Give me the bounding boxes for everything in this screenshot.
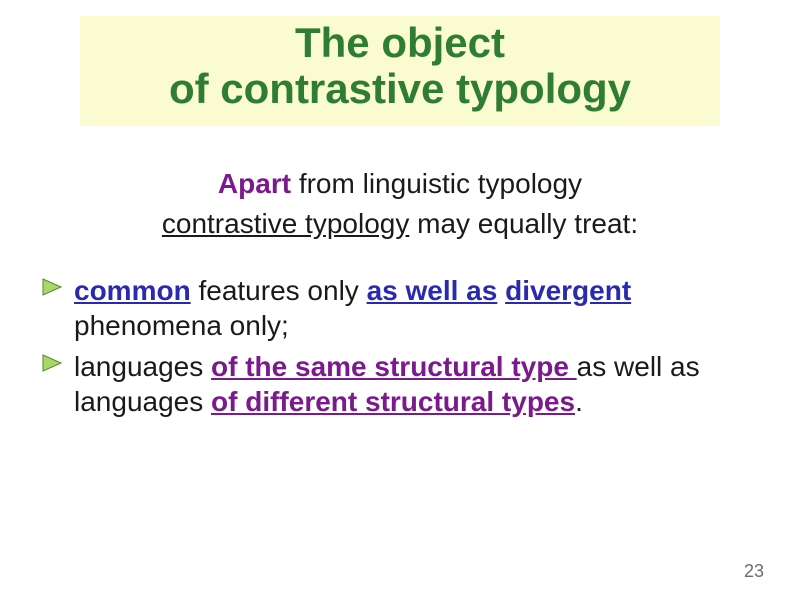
- bullet-text-part: divergent: [505, 275, 631, 306]
- page-number: 23: [744, 561, 764, 582]
- intro-underlined: contrastive typology: [162, 208, 409, 239]
- bullet-list: common features only as well as divergen…: [40, 273, 760, 419]
- bullet-text-part: as well as: [367, 275, 498, 306]
- bullet-text-part: [497, 275, 505, 306]
- bullet-text-part: of the same structural type: [211, 351, 577, 382]
- bullet-text: common features only as well as divergen…: [74, 275, 631, 341]
- title-box: The object of contrastive typology: [80, 16, 720, 126]
- title-line-2: of contrastive typology: [90, 66, 710, 112]
- bullet-text-part: common: [74, 275, 191, 306]
- slide: The object of contrastive typology Apart…: [0, 0, 800, 600]
- bullet-text-part: of different structural types: [211, 386, 575, 417]
- bullet-text-part: .: [575, 386, 583, 417]
- title-line-1: The object: [90, 20, 710, 66]
- intro-rest-1: from linguistic typology: [291, 168, 582, 199]
- bullet-arrow-icon: [40, 351, 64, 375]
- bullet-text-part: features only: [191, 275, 367, 306]
- slide-body: Apart from linguistic typology contrasti…: [40, 165, 760, 425]
- bullet-text-part: languages: [74, 351, 211, 382]
- bullet-item: languages of the same structural type as…: [40, 349, 760, 419]
- intro-line-2: contrastive typology may equally treat:: [40, 205, 760, 243]
- bullet-text: languages of the same structural type as…: [74, 351, 700, 417]
- bullet-arrow-icon: [40, 275, 64, 299]
- bullet-text-part: phenomena only;: [74, 310, 289, 341]
- intro-line-1: Apart from linguistic typology: [40, 165, 760, 203]
- bullet-item: common features only as well as divergen…: [40, 273, 760, 343]
- intro-rest-2: may equally treat:: [409, 208, 638, 239]
- intro-apart: Apart: [218, 168, 291, 199]
